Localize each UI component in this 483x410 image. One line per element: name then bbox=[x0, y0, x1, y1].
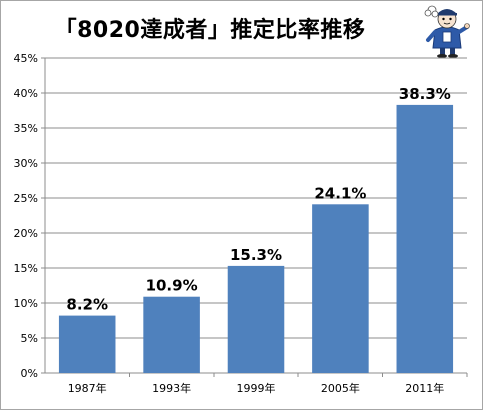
y-tick-label: 15% bbox=[14, 262, 38, 275]
bar bbox=[58, 315, 116, 373]
bar bbox=[396, 104, 454, 374]
y-tick-label: 40% bbox=[14, 87, 38, 100]
y-tick-label: 45% bbox=[14, 52, 38, 65]
bar bbox=[227, 265, 285, 373]
x-tick-label: 1999年 bbox=[237, 381, 276, 395]
data-label: 38.3% bbox=[399, 85, 451, 103]
y-tick-label: 0% bbox=[21, 367, 38, 380]
x-tick-label: 2011年 bbox=[405, 381, 444, 395]
data-label: 10.9% bbox=[146, 277, 198, 295]
x-tick-label: 1987年 bbox=[68, 381, 107, 395]
data-label: 8.2% bbox=[66, 296, 108, 314]
bar bbox=[312, 204, 369, 373]
y-tick-label: 35% bbox=[14, 122, 38, 135]
y-tick-label: 5% bbox=[21, 332, 38, 345]
bar bbox=[143, 296, 200, 373]
y-tick-label: 25% bbox=[14, 192, 38, 205]
x-tick-label: 2005年 bbox=[321, 381, 360, 395]
chart-title: 「8020達成者」推定比率推移 bbox=[54, 18, 366, 43]
y-tick-label: 20% bbox=[14, 227, 38, 240]
x-tick-label: 1993年 bbox=[152, 381, 191, 395]
data-label: 15.3% bbox=[230, 246, 282, 264]
mascot-character-icon bbox=[424, 5, 470, 58]
data-label: 24.1% bbox=[314, 184, 366, 202]
y-tick-label: 10% bbox=[14, 297, 38, 310]
y-tick-label: 30% bbox=[14, 157, 38, 170]
